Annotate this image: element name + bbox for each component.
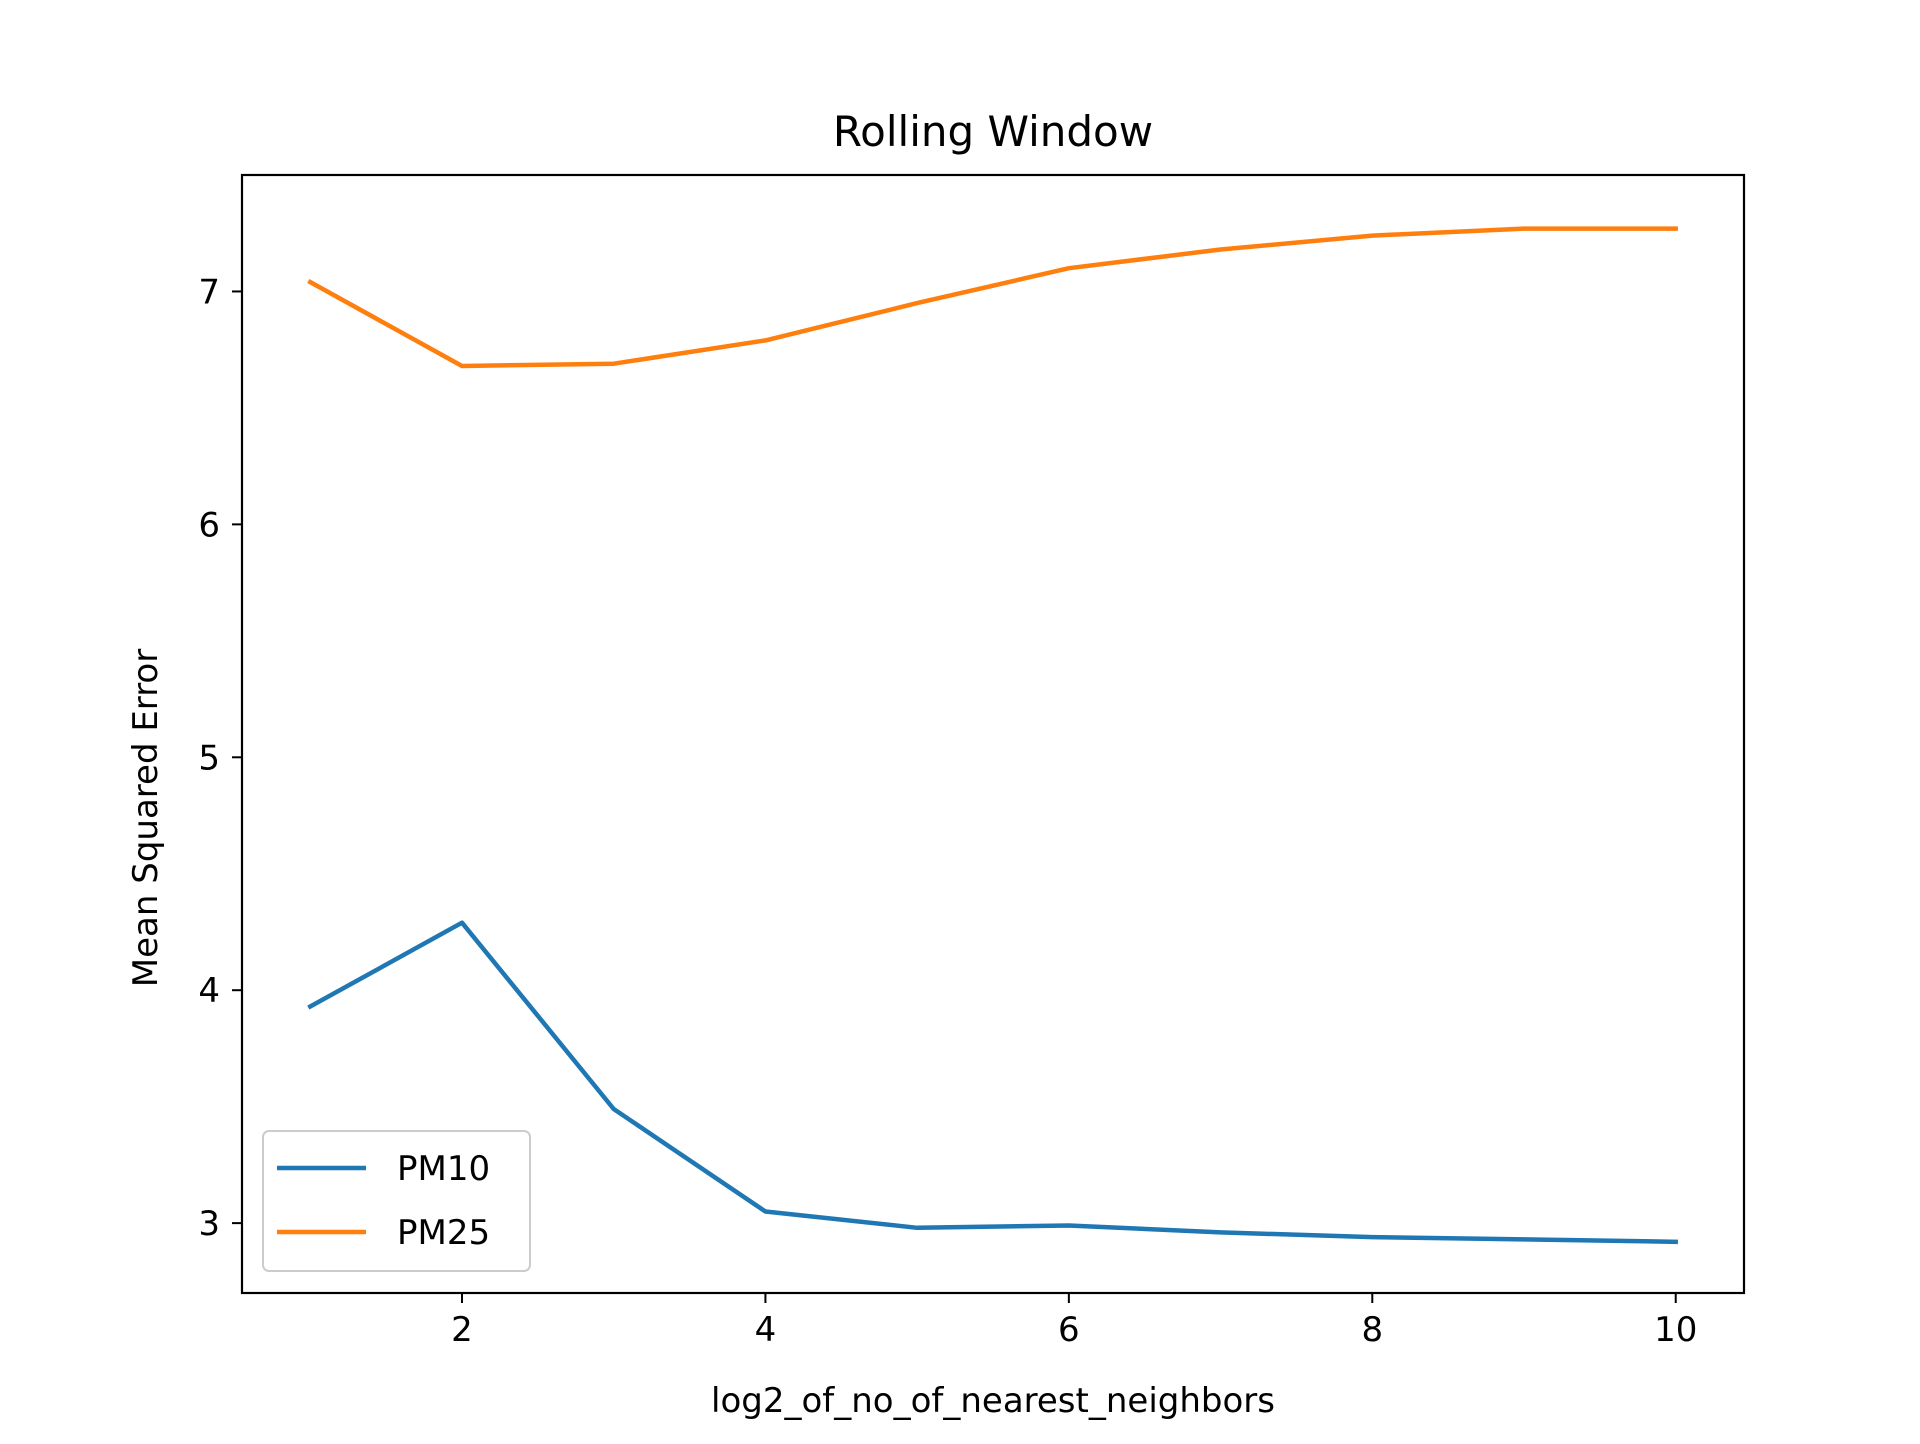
x-tick-label-8: 8 [1361, 1310, 1383, 1350]
plot-area-frame [240, 173, 1746, 1295]
axis-ticks: 2 4 6 8 10 3 4 5 6 7 [198, 272, 1697, 1350]
y-tick-label-4: 4 [198, 971, 220, 1011]
chart-title: Rolling Window [833, 107, 1153, 156]
x-tick-label-4: 4 [755, 1310, 777, 1350]
legend: PM10 PM25 [262, 1130, 531, 1272]
x-tick-label-10: 10 [1654, 1310, 1697, 1350]
y-tick-label-3: 3 [198, 1204, 220, 1244]
x-tick-label-2: 2 [451, 1310, 473, 1350]
y-tick-label-7: 7 [198, 272, 220, 312]
series-lines [307, 226, 1678, 1245]
series-line-pm25 [307, 226, 1678, 369]
x-axis-label: log2_of_no_of_nearest_neighbors [711, 1381, 1275, 1421]
x-tick-label-6: 6 [1058, 1310, 1080, 1350]
legend-label-pm10: PM10 [397, 1149, 490, 1189]
y-axis-label: Mean Squared Error [126, 649, 166, 987]
y-tick-label-6: 6 [198, 505, 220, 545]
y-tick-label-5: 5 [198, 738, 220, 778]
series-line-pm10 [307, 920, 1678, 1245]
legend-label-pm25: PM25 [397, 1213, 490, 1253]
